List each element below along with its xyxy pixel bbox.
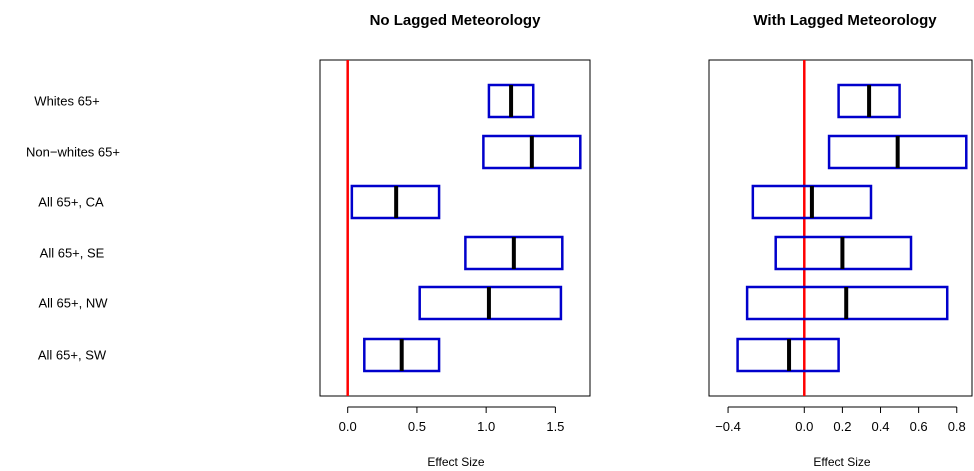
panel-1-xlabel: Effect Size — [427, 455, 485, 469]
row-label-3: All 65+, CA — [38, 194, 104, 210]
panel-2-x-tick-label-5: 0.6 — [910, 419, 928, 434]
panel-2-x-tick-label-1: −0.4 — [715, 419, 741, 434]
panel-1-x-tick-label-2: 0.5 — [408, 419, 426, 434]
panel-2-title: With Lagged Meteorology — [753, 12, 937, 29]
panel-2-x-tick-label-6: 0.8 — [948, 419, 966, 434]
panel-2-xlabel: Effect Size — [813, 455, 871, 469]
panel-2-x-tick-label-2: 0.0 — [795, 419, 813, 434]
panel-1-x-tick-label-4: 1.5 — [546, 419, 564, 434]
row-label-4: All 65+, SE — [39, 245, 105, 261]
panel-2-frame — [708, 59, 973, 397]
panel-1-x-tick-label-3: 1.0 — [477, 419, 495, 434]
row-label-1: Whites 65+ — [34, 93, 100, 109]
row-label-6: All 65+, SW — [37, 347, 107, 363]
row-label-2: Non−whites 65+ — [26, 144, 120, 160]
panel-1-x-tick-label-1: 0.0 — [339, 419, 357, 434]
panel-1-frame — [319, 59, 591, 397]
panel-1-title: No Lagged Meteorology — [369, 12, 541, 29]
row-label-5: All 65+, NW — [38, 295, 108, 311]
panel-2-x-tick-label-4: 0.4 — [871, 419, 889, 434]
panel-2-x-tick-label-3: 0.2 — [833, 419, 851, 434]
